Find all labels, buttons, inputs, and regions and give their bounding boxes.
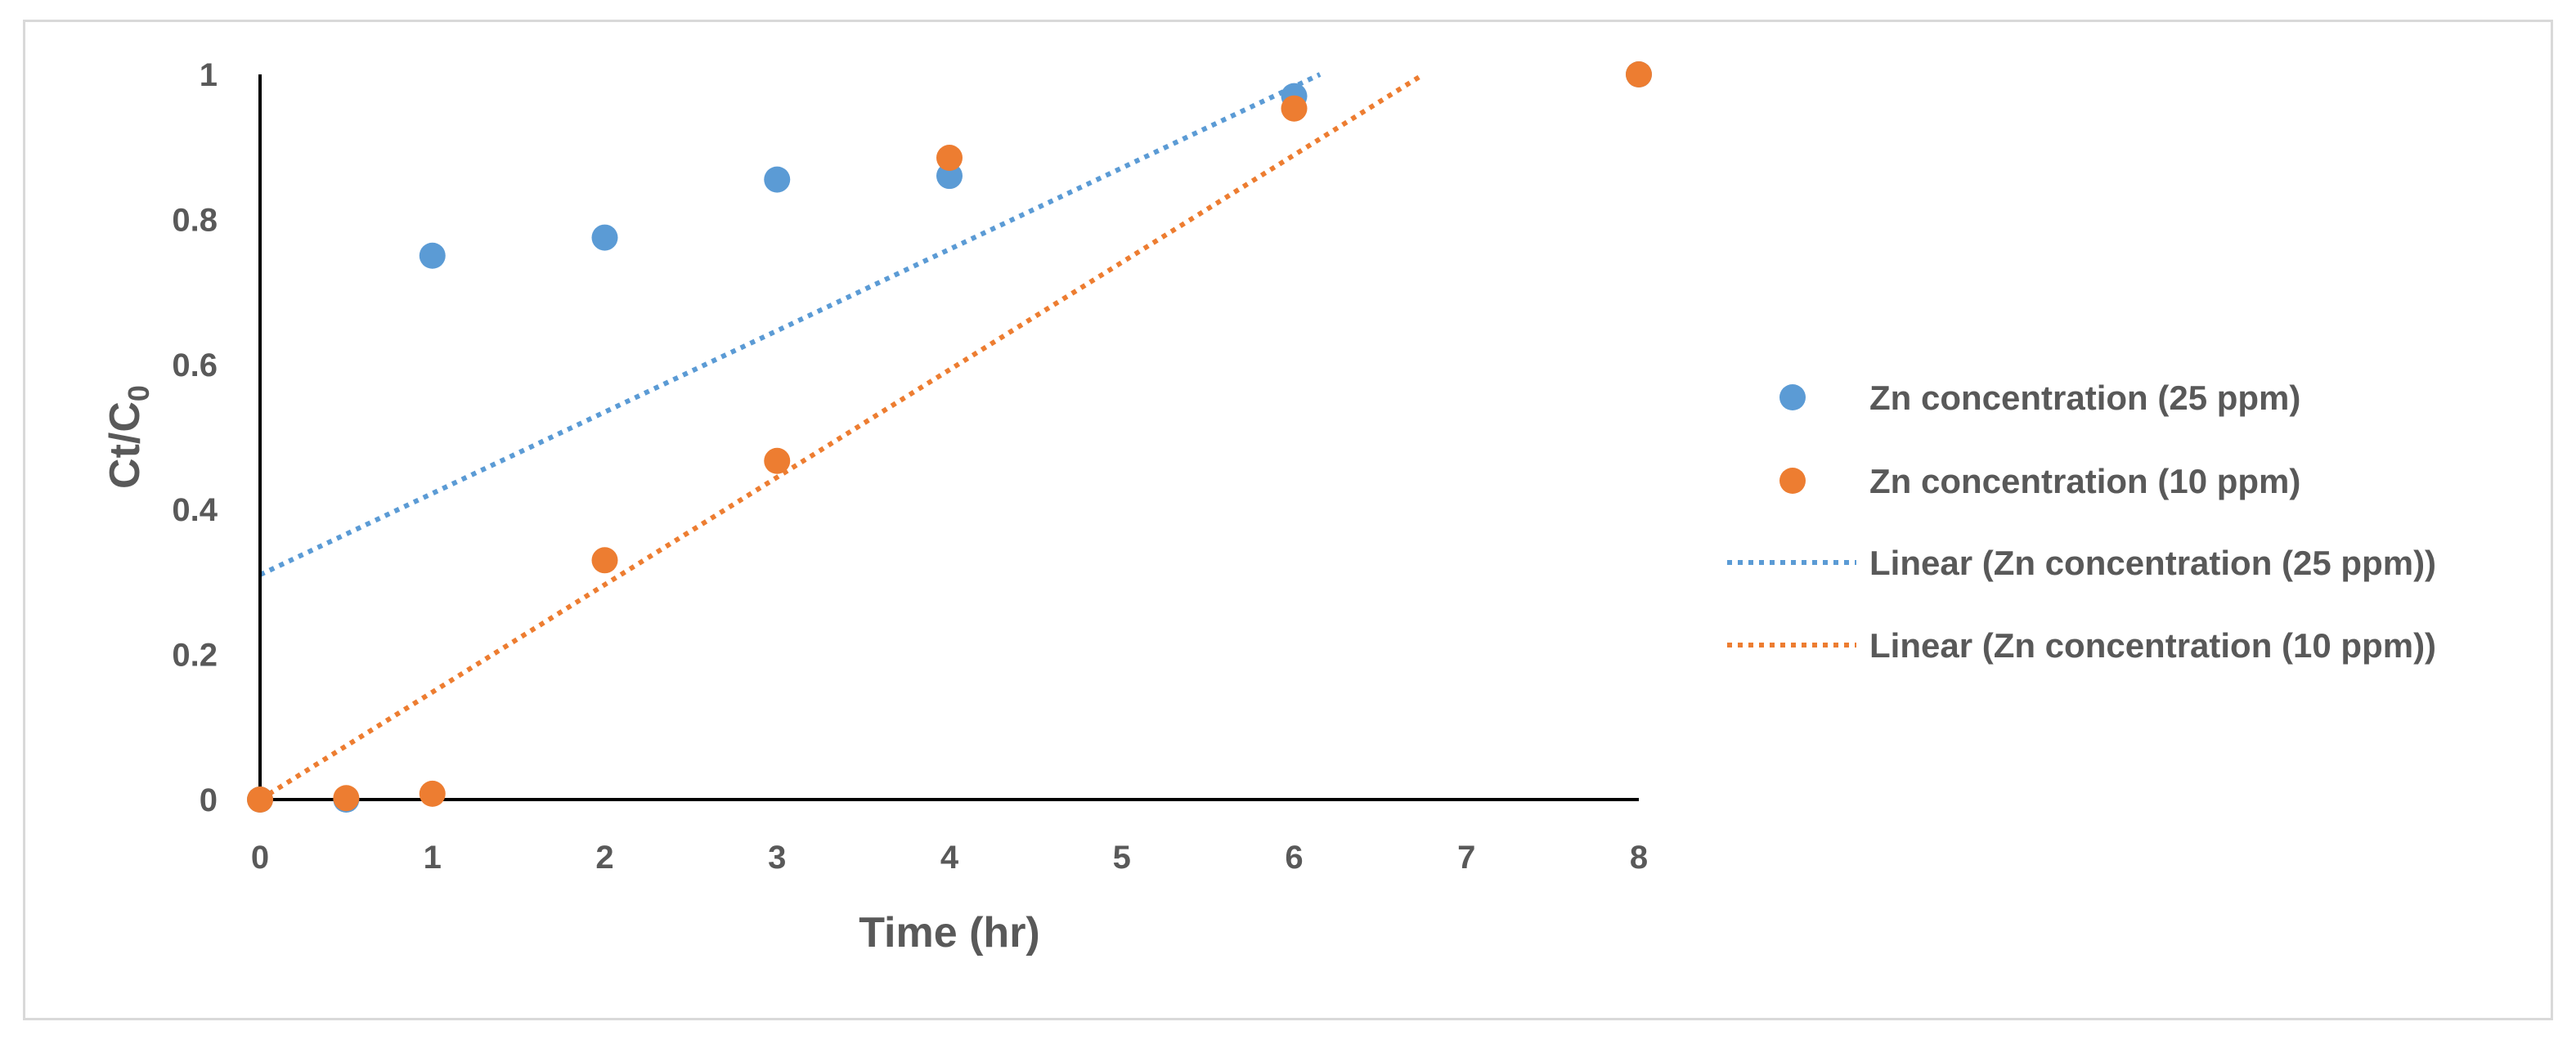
legend-trend-label-1: Linear (Zn concentration (10 ppm))	[1869, 626, 2436, 665]
legend-marker-1	[1779, 468, 1806, 494]
x-tick-label-7: 7	[1457, 840, 1475, 876]
series-0-point-2	[419, 242, 446, 269]
series-0-point-5	[936, 163, 963, 190]
data-points	[247, 61, 1652, 813]
y-axis-title-subscript: 0	[122, 385, 155, 401]
y-tick-label-4: 0.8	[172, 202, 218, 238]
trendline-0	[258, 72, 1322, 577]
legend-label-0: Zn concentration (25 ppm)	[1869, 379, 2300, 417]
y-axis-title-main: Ct/C	[101, 401, 149, 489]
chart-frame	[23, 20, 2553, 1020]
y-tick-labels: 0 0.2 0.4 0.6 0.8 1	[172, 57, 218, 818]
series-0-point-4	[764, 166, 791, 193]
series-1-point-2	[419, 780, 446, 807]
x-tick-label-3: 3	[768, 840, 786, 876]
series-1-point-6	[1281, 95, 1308, 122]
y-tick-label-3: 0.6	[172, 347, 218, 383]
x-tick-label-2: 2	[595, 840, 613, 876]
x-tick-label-0: 0	[251, 840, 269, 876]
axes	[258, 74, 1639, 801]
y-tick-label-5: 1	[200, 57, 218, 93]
series-1-point-4	[764, 447, 791, 474]
series-1-point-0	[247, 786, 273, 813]
legend-label-1: Zn concentration (10 ppm)	[1869, 462, 2300, 500]
series-1-point-3	[591, 547, 618, 574]
x-tick-labels: 0 1 2 3 4 5 6 7 8	[251, 840, 1648, 876]
trendline-1	[258, 72, 1425, 802]
series-1-point-7	[1626, 61, 1652, 87]
x-tick-label-5: 5	[1113, 840, 1131, 876]
y-tick-label-2: 0.4	[172, 492, 218, 528]
legend-marker-0	[1779, 384, 1806, 410]
legend-trend-label-0: Linear (Zn concentration (25 ppm))	[1869, 544, 2436, 582]
x-tick-label-6: 6	[1285, 840, 1303, 876]
x-tick-label-4: 4	[940, 840, 959, 876]
series-0-point-3	[591, 224, 618, 251]
series-1-point-1	[333, 785, 360, 812]
y-tick-label-1: 0.2	[172, 638, 218, 674]
series-1-point-5	[936, 145, 963, 172]
x-tick-label-8: 8	[1630, 840, 1648, 876]
y-axis-title: Ct/C0	[101, 385, 155, 489]
legend: Zn concentration (25 ppm) Zn concentratio…	[1727, 379, 2436, 665]
trendlines	[258, 72, 1425, 802]
x-tick-label-1: 1	[424, 840, 442, 876]
y-tick-label-0: 0	[200, 782, 218, 818]
x-axis-title: Time (hr)	[859, 909, 1040, 957]
